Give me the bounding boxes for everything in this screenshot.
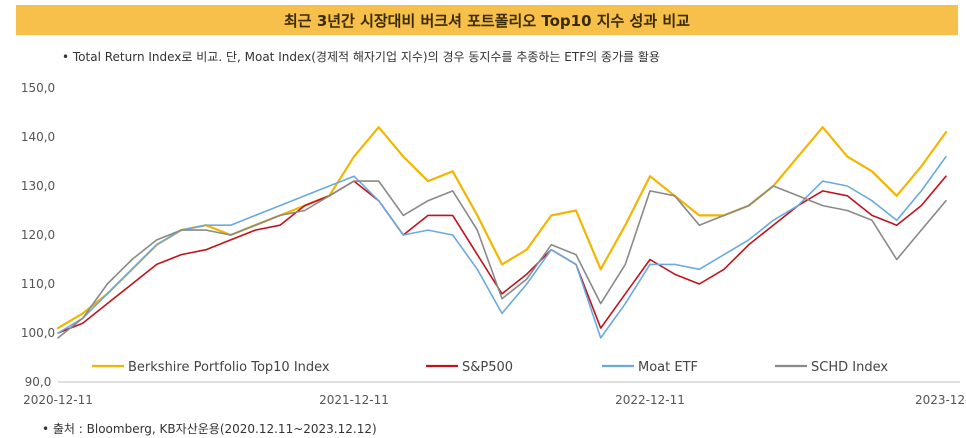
series-line-4 [57,180,947,339]
legend-label: SCHD Index [811,360,888,375]
x-tick-label: 2022-12-11 [615,393,685,407]
legend-label: Moat ETF [638,360,698,375]
legend: Berkshire Portfolio Top10 Index S&P500 Moa… [92,360,888,375]
x-tick-label: 2020-12-11 [23,393,93,407]
legend-label: Berkshire Portfolio Top10 Index [128,360,330,375]
series-line-2 [57,175,947,334]
series-lines [56,126,948,339]
series-line-3 [57,155,947,339]
x-axis: 2020-12-11 2021-12-11 2022-12-11 2023-12-1 [23,381,966,407]
chart-source: • 출처 : Bloomberg, KB자산운용(2020.12.11~2023… [42,422,377,436]
y-tick-label: 100,0 [21,326,55,340]
title-bar: 최근 3년간 시장대비 버크셔 포트폴리오 Top10 지수 성과 비교 [16,5,958,35]
y-axis: 90,0 100,0 110,0 120,0 130,0 140,0 150,0 [21,81,55,389]
line-chart: 90,0 100,0 110,0 120,0 130,0 140,0 150,0 2020-… [21,81,966,407]
x-tick-label: 2023-12-1 [915,393,966,407]
y-tick-label: 150,0 [21,81,55,95]
y-tick-label: 110,0 [21,277,55,291]
legend-label: S&P500 [462,360,513,375]
x-tick-label: 2021-12-11 [319,393,389,407]
y-tick-label: 140,0 [21,130,55,144]
y-tick-label: 130,0 [21,179,55,193]
chart-note: • Total Return Index로 비교. 단, Moat Index(… [62,50,660,64]
chart-title: 최근 3년간 시장대비 버크셔 포트폴리오 Top10 지수 성과 비교 [284,11,690,30]
y-tick-label: 90,0 [25,375,52,389]
y-tick-label: 120,0 [21,228,55,242]
